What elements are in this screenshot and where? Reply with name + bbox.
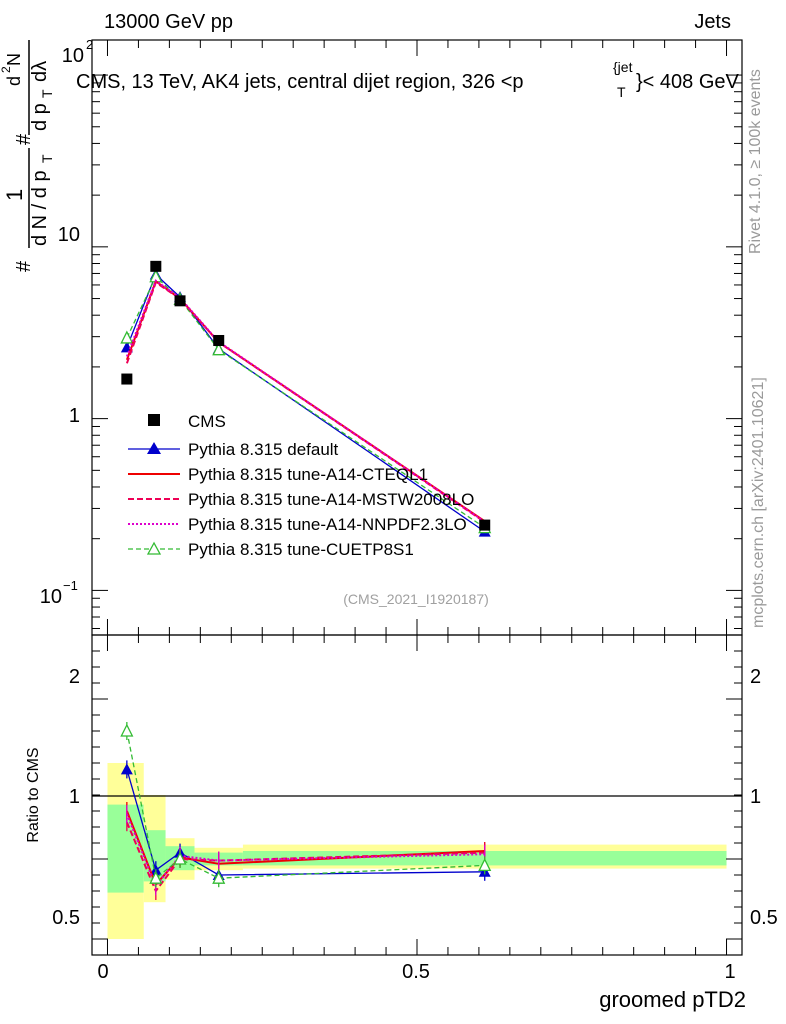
y-axis-title: # 1 d N / d p T # d 2 N d p T dλ — [0, 40, 55, 272]
legend-label-default: Pythia 8.315 default — [188, 440, 339, 459]
lower-axis-ticks — [92, 634, 742, 956]
xtick-label-0: 0 — [97, 961, 108, 983]
ytitle-frac1-den: d N / d p — [29, 170, 51, 246]
ratio-point-cuetp8s1 — [478, 857, 492, 872]
legend-marker-cms — [148, 414, 160, 426]
ytitle-frac2-num: d — [4, 76, 24, 86]
upper-panel: 10 2 10 1 10 −1 CMS Pythia 8.315 default… — [40, 37, 743, 636]
ratio-point-cuetp8s1 — [120, 723, 134, 737]
ratio-point-cuetp8s1 — [212, 870, 226, 884]
ytitle-frac2-den: d p — [29, 103, 51, 131]
xtick-label-0.5: 0.5 — [402, 961, 430, 983]
ytitle-mid: # — [13, 133, 35, 145]
ytitle-frac1-den-sub: T — [39, 154, 55, 163]
legend-label-mstw: Pythia 8.315 tune-A14-MSTW2008LO — [188, 490, 474, 509]
ytitle-frac1-num: 1 — [2, 189, 27, 201]
upper-series-group — [120, 260, 492, 537]
ratio-ytick-0.5-right: 0.5 — [750, 907, 778, 929]
ytitle-frac2-den-tail: dλ — [29, 61, 51, 82]
lower-series-group — [120, 722, 492, 900]
legend-label-cuetp8s1: Pythia 8.315 tune-CUETP8S1 — [188, 540, 414, 559]
cuetp8s1-point — [212, 342, 226, 356]
chart-title: CMS, 13 TeV, AK4 jets, central dijet reg… — [76, 71, 524, 93]
legend: CMS Pythia 8.315 default Pythia 8.315 tu… — [128, 412, 474, 559]
legend-label-nnpdf: Pythia 8.315 tune-A14-NNPDF2.3LO — [188, 515, 467, 534]
uncertainty-bands — [107, 763, 727, 939]
x-axis-title: groomed pTD2 — [599, 987, 746, 1012]
reference-label: (CMS_2021_I1920187) — [343, 591, 489, 607]
legend-marker-cuetp8s1 — [146, 541, 162, 555]
ytick-label-10: 10 — [58, 224, 80, 246]
ratio-ytick-0.5: 0.5 — [52, 907, 80, 929]
header-right: Jets — [694, 11, 731, 33]
header-left: 13000 GeV pp — [104, 11, 233, 33]
cms-point — [150, 260, 162, 272]
ratio-ytick-1-right: 1 — [750, 786, 761, 808]
ratio-point-default — [120, 763, 133, 775]
lower-frame — [91, 634, 743, 956]
side-label-mcplots: mcplots.cern.ch [arXiv:2401.10621] — [750, 377, 767, 628]
upper-ytick-labels: 10 2 10 1 10 −1 — [40, 37, 93, 608]
legend-marker-default — [147, 442, 161, 454]
ratio-ytick-1: 1 — [69, 786, 80, 808]
chart-title-sub: T — [617, 84, 626, 100]
cms-point — [121, 373, 133, 385]
side-label-rivet: Rivet 4.1.0, ≥ 100k events — [747, 69, 764, 254]
chart-title-sup: {jet — [613, 59, 633, 75]
ytick-label-0.1: 10 — [40, 586, 62, 608]
upper-line-4 — [125, 279, 486, 523]
chart-title-tail: }< 408 GeV — [636, 71, 740, 93]
legend-label-cteql1: Pythia 8.315 tune-A14-CTEQL1 — [188, 465, 428, 484]
ytitle-frac2-den-sub: T — [39, 89, 55, 98]
ytitle-frac2-num-sup: 2 — [0, 66, 13, 73]
ratio-ytick-2-right: 2 — [750, 666, 761, 688]
x-tick-labels: 0 0.5 1 — [97, 961, 735, 983]
lower-panel: 2 1 0.5 2 1 0.5 Ratio to CMS 0 0.5 1 gro… — [25, 634, 778, 1012]
ytitle-frac2-num-main: N — [4, 53, 24, 66]
ratio-point-cuetp8s1 — [149, 870, 163, 884]
cms-point — [479, 519, 491, 531]
xtick-label-1: 1 — [724, 961, 735, 983]
ytick-label-100-exp: 2 — [86, 37, 93, 52]
ratio-point-cuetp8s1 — [173, 851, 187, 865]
ytick-label-1: 1 — [69, 405, 80, 427]
ytitle-prefix: # — [13, 260, 35, 272]
cuetp8s1-point — [120, 330, 134, 344]
ytick-label-0.1-exp: −1 — [63, 578, 78, 593]
ytick-label-100: 10 — [62, 45, 84, 67]
ratio-ytick-2: 2 — [69, 666, 80, 688]
cms-point — [213, 334, 225, 346]
ratio-y-axis-title: Ratio to CMS — [25, 747, 42, 842]
lower-ytick-labels: 2 1 0.5 2 1 0.5 — [52, 666, 778, 929]
legend-label-cms: CMS — [188, 412, 226, 431]
cms-point — [174, 295, 186, 307]
ratio-line-2 — [125, 821, 485, 893]
upper-title: CMS, 13 TeV, AK4 jets, central dijet reg… — [76, 59, 740, 100]
upper-axis-ticks — [92, 40, 742, 635]
